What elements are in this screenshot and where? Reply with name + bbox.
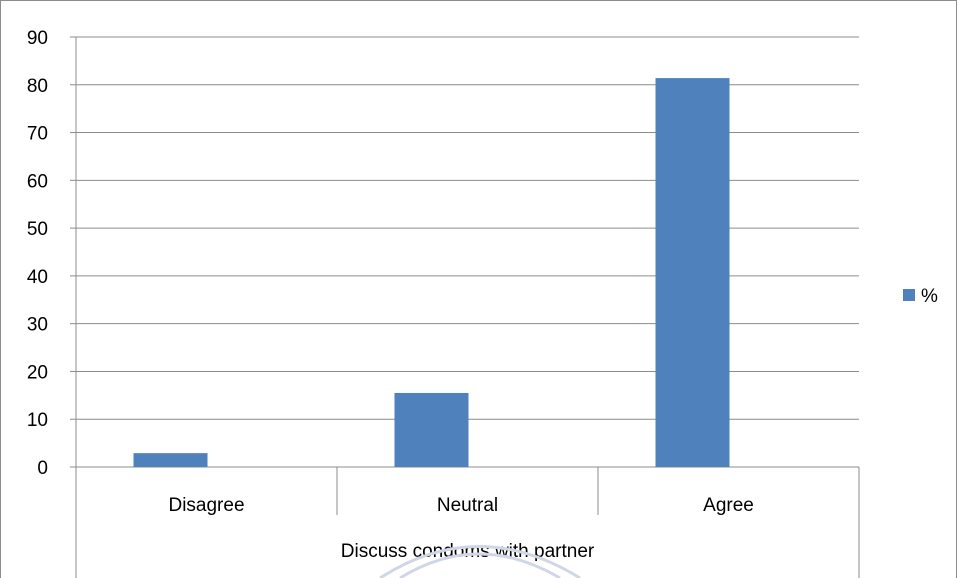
y-tick-label: 10: [27, 410, 48, 431]
x-category-label: Agree: [703, 495, 754, 516]
bar-agree: [655, 78, 730, 467]
y-tick-label: 70: [27, 124, 48, 145]
bar-neutral: [394, 392, 469, 467]
legend-swatch: [903, 289, 915, 301]
legend: %: [903, 286, 938, 307]
x-category-label: Neutral: [437, 495, 498, 516]
y-tick-label: 40: [27, 267, 48, 288]
y-axis-tick-labels: 0 10 20 30 40 50 60 70 80 90: [27, 28, 48, 479]
x-group-label: Discuss condoms with partner: [341, 541, 595, 562]
x-category-label: Disagree: [168, 495, 244, 516]
bars: [133, 78, 730, 467]
y-tick-label: 60: [27, 171, 48, 192]
y-tick-label: 30: [27, 315, 48, 336]
y-tick-label: 80: [27, 76, 48, 97]
y-tick-label: 0: [37, 458, 48, 479]
x-axis: Disagree Neutral Agree Discuss condoms with…: [168, 467, 860, 578]
bar-disagree: [133, 453, 208, 467]
legend-label: %: [921, 286, 938, 307]
y-tick-label: 50: [27, 219, 48, 240]
watermark-arc: [379, 545, 581, 578]
watermark-arc: [399, 552, 561, 578]
y-tick-label: 90: [27, 28, 48, 49]
y-tick-label: 20: [27, 362, 48, 383]
